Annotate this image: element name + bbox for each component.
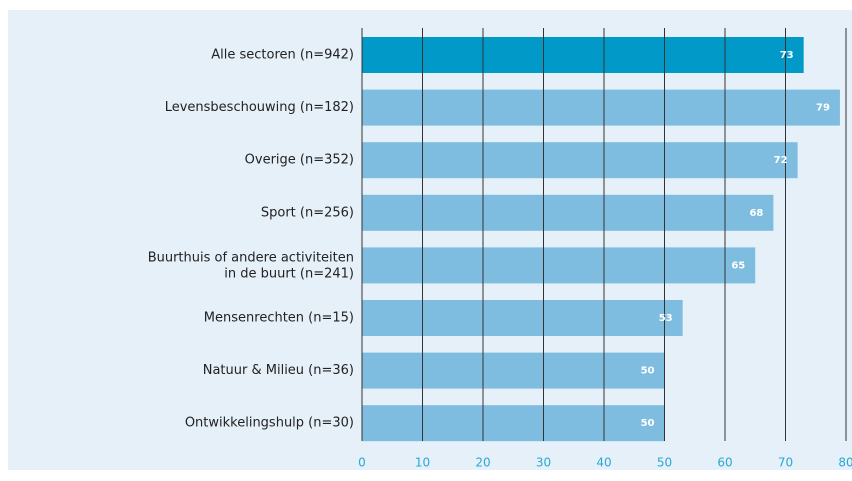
bar xyxy=(362,352,665,389)
category-label: Alle sectoren (n=942) xyxy=(211,48,354,63)
category-label: Overige (n=352) xyxy=(245,153,354,168)
category-label: Ontwikkelingshulp (n=30) xyxy=(185,416,354,431)
x-tick-label: 0 xyxy=(358,456,366,470)
category-label: Buurthuis of andere activiteiten in de bu… xyxy=(148,250,354,281)
x-tick-label: 40 xyxy=(596,456,611,470)
value-label: 72 xyxy=(774,155,788,166)
x-tick-label: 70 xyxy=(778,456,793,470)
category-label: Sport (n=256) xyxy=(261,205,354,220)
bar xyxy=(362,247,756,284)
category-label: Mensenrechten (n=15) xyxy=(204,311,354,326)
x-tick-label: 80 xyxy=(838,456,852,470)
value-label: 68 xyxy=(749,208,763,219)
panel xyxy=(8,10,852,470)
bar xyxy=(362,142,798,179)
bar xyxy=(362,300,683,336)
value-label: 50 xyxy=(641,366,655,377)
value-label: 65 xyxy=(731,260,745,271)
value-label: 50 xyxy=(641,418,655,429)
bar xyxy=(362,405,665,442)
bar xyxy=(362,89,840,126)
value-label: 79 xyxy=(816,103,830,114)
x-tick-label: 30 xyxy=(536,456,551,470)
category-label: Natuur & Milieu (n=36) xyxy=(203,363,354,378)
category-label: Levensbeschouwing (n=182) xyxy=(165,100,354,115)
x-tick-label: 10 xyxy=(415,456,430,470)
x-tick-label: 50 xyxy=(657,456,672,470)
bar xyxy=(362,194,774,231)
bar xyxy=(362,37,804,73)
x-tick-label: 20 xyxy=(475,456,490,470)
x-tick-label: 60 xyxy=(717,456,732,470)
value-label: 53 xyxy=(659,313,673,324)
value-label: 73 xyxy=(780,50,794,61)
